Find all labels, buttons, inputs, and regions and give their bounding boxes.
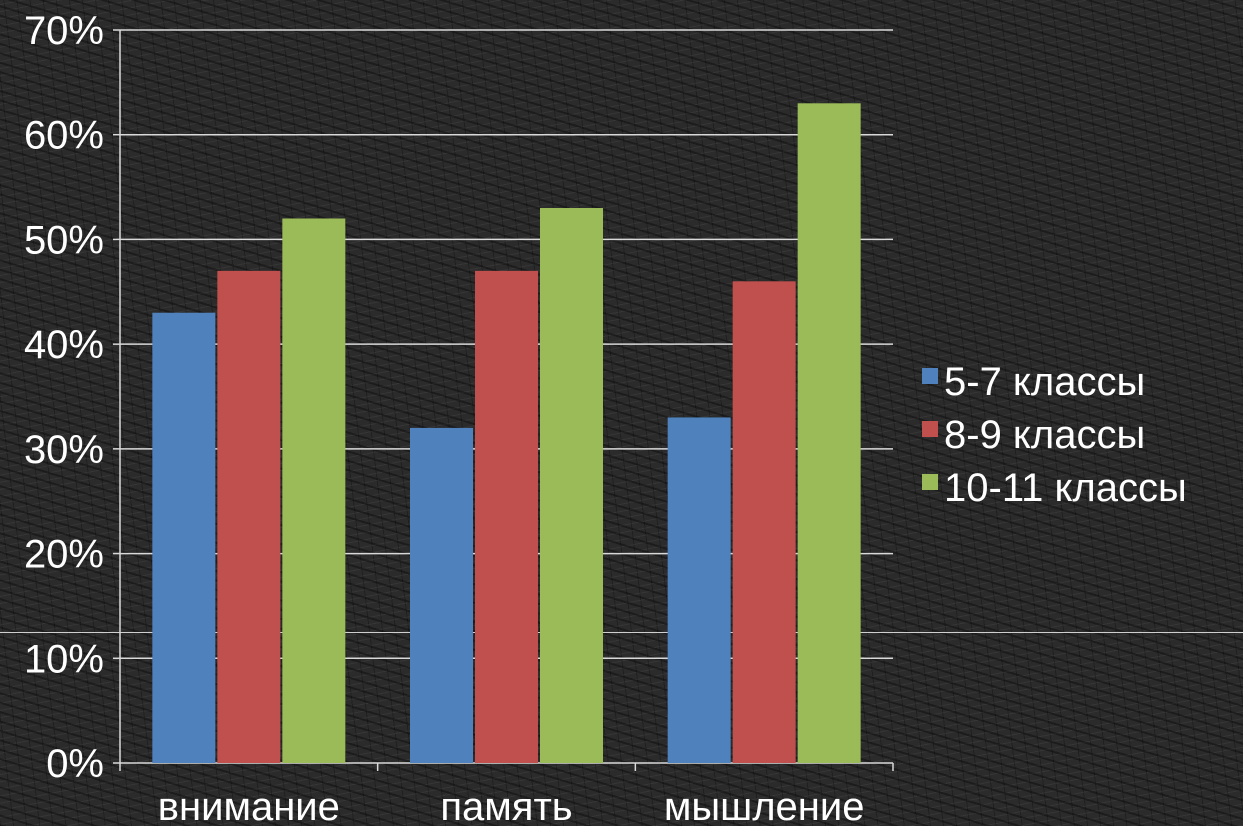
legend-label: 5-7 классы	[944, 360, 1145, 404]
bar	[797, 103, 861, 764]
y-tick-label: 50%	[24, 218, 104, 262]
bar	[410, 427, 473, 763]
legend-swatch	[922, 421, 938, 437]
bar	[732, 281, 796, 763]
y-tick-label: 70%	[24, 9, 104, 53]
y-tick-label: 60%	[24, 114, 104, 158]
legend-swatch	[922, 474, 938, 490]
bar	[217, 270, 281, 763]
bar	[475, 270, 538, 763]
legend-swatch	[922, 368, 938, 384]
bar	[540, 208, 603, 763]
bar	[152, 312, 216, 763]
y-tick-label: 20%	[24, 533, 104, 577]
y-tick-label: 40%	[24, 323, 104, 367]
decorative-stripe	[0, 632, 1243, 633]
bar	[282, 218, 346, 763]
legend-label: 8-9 классы	[944, 413, 1145, 457]
y-tick-label: 30%	[24, 428, 104, 472]
x-tick-label: мышление	[664, 785, 865, 826]
x-tick-label: память	[440, 785, 572, 826]
y-tick-label: 10%	[24, 637, 104, 681]
y-tick-label: 0%	[46, 742, 104, 786]
legend-label: 10-11 классы	[944, 466, 1187, 510]
bar	[667, 417, 731, 763]
x-tick-label: внимание	[158, 785, 340, 826]
